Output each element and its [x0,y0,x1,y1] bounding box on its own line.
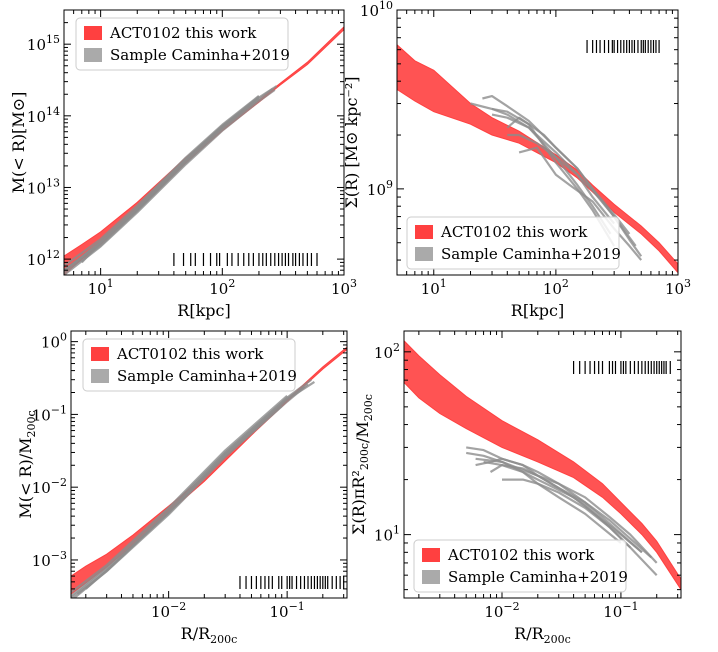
legend-label-red: ACT0102 this work [447,546,595,564]
legend-label-gray: Sample Caminha+2019 [110,46,290,64]
y-axis-label: Σ(R) [M⊙ kpc⁻²] [342,76,361,208]
legend-swatch-gray [415,247,433,261]
panel-bottom-left: 10−2 10−1 10−3 10−2 10−1 100 R/R200c M(< R)/M20… [16,330,348,646]
legend-swatch-red [84,26,102,40]
x-axis-label: R/R200c [514,624,571,646]
legend-swatch-gray [84,48,102,62]
gray-curve-4 [491,107,616,247]
x-tick-label: 10−2 [484,600,519,621]
legend-box [75,17,289,71]
legend: ACT0102 this work Sample Caminha+2019 [82,338,297,392]
plot-area [64,26,344,275]
gray-curve-0 [466,446,658,564]
legend-box [406,216,620,270]
y-tick-label: 1013 [27,176,60,197]
y-tick-label: 10−1 [32,403,67,424]
legend-label-gray: Sample Caminha+2019 [441,245,621,263]
axes-frame [63,9,345,276]
x-axis-label: R/R200c [181,624,238,646]
x-tick-label: 101 [421,277,447,298]
y-tick-label: 109 [367,178,393,199]
plot-area [71,346,347,598]
legend: ACT0102 this work Sample Caminha+2019 [75,17,290,71]
gray-curve-2 [466,451,622,544]
legend-label-red: ACT0102 this work [116,345,264,363]
legend-label-red: ACT0102 this work [109,24,257,42]
gray-curve-6 [507,133,615,225]
x-axis-label: R[kpc] [177,301,230,320]
x-axis-label: R[kpc] [511,301,564,320]
gray-curve-5 [73,385,306,598]
red-band [404,339,681,591]
legend: ACT0102 this work Sample Caminha+2019 [413,539,628,593]
axes-frame [70,330,348,599]
panel-bottom-right: 10−2 10−1 101 102 R/R200c Σ(R)πR²200c/M200c AC… [349,330,682,646]
x-tick-label: 10−1 [603,600,638,621]
y-axis-label: M(< R)[M⊙] [9,92,28,194]
red-band [397,44,678,274]
y-tick-label: 1010 [360,0,393,20]
x-tick-label: 103 [665,277,691,298]
legend-swatch-red [422,548,440,562]
gray-curve-5 [518,146,643,261]
x-tick-label: 102 [209,277,235,298]
panel-top-left: 101 102 103 1012 1013 1014 1015 R[kpc] M(< R)[M⊙… [9,9,357,320]
legend: ACT0102 this work Sample Caminha+2019 [406,216,621,270]
y-tick-label: 10−3 [32,549,67,570]
gray-curve-6 [81,95,260,264]
legend-swatch-red [91,347,109,361]
y-axis-label: M(< R)/M200c [16,410,38,518]
legend-box [82,338,296,392]
axes-frame [396,9,679,276]
plot-area [404,339,681,591]
gray-curve-6 [483,460,643,554]
x-tick-label: 10−1 [269,600,304,621]
gray-curve-5 [475,457,632,549]
y-tick-label: 1014 [27,105,60,126]
y-tick-label: 102 [374,341,400,362]
legend-label-red: ACT0102 this work [440,223,588,241]
y-axis-label: Σ(R)πR²200c/M200c [349,394,375,535]
y-tick-label: 100 [41,331,67,352]
panel-top-right: 101 102 103 109 1010 R[kpc] Σ(R) [M⊙ kpc⁻²] ACT… [342,0,691,320]
x-tick-label: 101 [88,277,114,298]
y-tick-label: 1012 [27,248,60,269]
y-tick-label: 101 [374,524,400,545]
x-tick-label: 102 [543,277,569,298]
legend-box [413,539,627,593]
legend-swatch-gray [422,570,440,584]
legend-label-gray: Sample Caminha+2019 [448,568,628,586]
plot-area [397,40,678,274]
legend-label-gray: Sample Caminha+2019 [117,367,297,385]
gray-curve-3 [71,394,288,594]
legend-swatch-gray [91,369,109,383]
legend-swatch-red [415,225,433,239]
x-tick-label: 103 [331,277,357,298]
axes-frame [403,330,682,599]
x-tick-label: 10−2 [151,600,186,621]
y-tick-label: 10−2 [32,476,67,497]
y-tick-label: 1015 [27,33,60,54]
